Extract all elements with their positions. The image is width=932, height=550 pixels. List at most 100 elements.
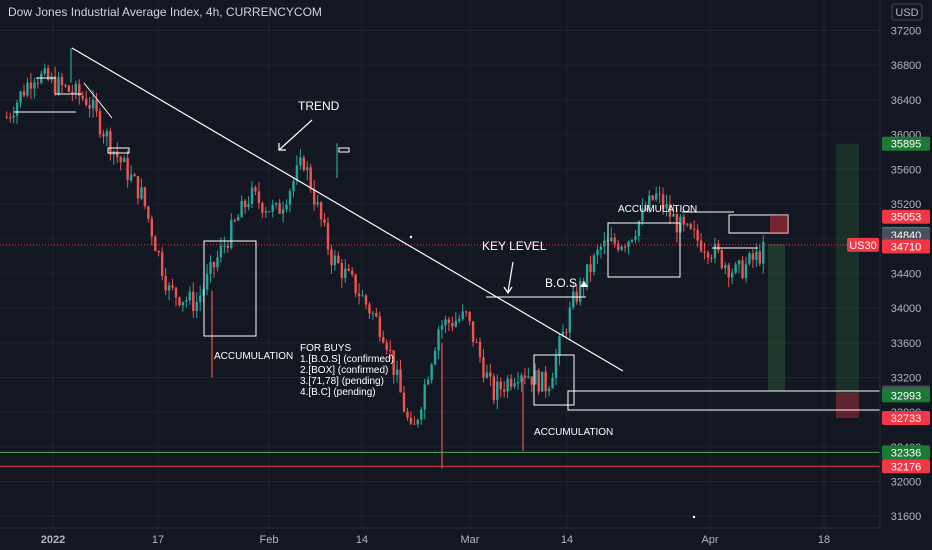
candle-body: [630, 239, 634, 242]
price-tick-label: 36800: [891, 60, 922, 72]
dot: [692, 515, 696, 519]
candle-body: [596, 249, 599, 256]
currency-box[interactable]: [891, 3, 923, 21]
candle-body: [143, 187, 147, 207]
candle-body: [395, 369, 399, 375]
candle-body: [371, 313, 375, 315]
candle-body: [98, 111, 102, 135]
candle-body: [326, 222, 330, 250]
candle-body: [461, 311, 464, 320]
time-tick-label: 14: [356, 534, 368, 546]
price-badge-b32733: [882, 410, 930, 425]
time-tick-label: Mar: [461, 534, 480, 546]
accumulation-box-2[interactable]: [533, 354, 575, 406]
candle-body: [268, 211, 271, 213]
accumulation-box-1[interactable]: [203, 240, 257, 337]
candle-body: [178, 297, 181, 306]
early-box-2: [338, 147, 350, 153]
candle-body: [12, 115, 15, 118]
accumulation-label-2: ACCUMULATION: [534, 427, 613, 438]
candle-body: [585, 264, 589, 287]
candle-body: [696, 229, 699, 241]
candle-body: [361, 295, 364, 297]
candle-body: [382, 337, 385, 343]
candle-body: [744, 263, 748, 279]
candle-body: [316, 202, 319, 205]
candle-body: [686, 223, 689, 225]
currency-label[interactable]: USD: [895, 7, 918, 19]
candle-body: [74, 83, 78, 95]
candle-body: [81, 95, 84, 99]
candles: [5, 47, 765, 469]
key-level-arrow: [507, 261, 514, 293]
candle-body: [160, 252, 164, 277]
candle-body: [558, 336, 561, 357]
price-tick-label: 33200: [891, 372, 922, 384]
trend-arrow-head: [278, 143, 286, 151]
candle-body: [350, 270, 354, 275]
for-buys-line: 3.[71,78] (pending): [300, 376, 384, 387]
candle-body: [150, 218, 154, 237]
candle-body: [340, 263, 344, 279]
candle-body: [171, 285, 174, 288]
trend-line[interactable]: [71, 47, 624, 372]
candle-body: [458, 319, 461, 321]
candle-body: [513, 383, 516, 387]
key-level-label: KEY LEVEL: [482, 239, 547, 253]
candle-body: [105, 131, 109, 137]
trend-label: TREND: [298, 99, 340, 113]
candle-body: [88, 105, 91, 109]
price-tick-label: 34000: [891, 303, 922, 315]
candle-body: [26, 82, 29, 96]
time-axis[interactable]: 2022 17 Feb 14 Mar 14 Apr 18: [0, 527, 880, 546]
bos-arrow: [580, 281, 588, 287]
candle-body: [454, 320, 458, 327]
candle-body: [492, 376, 496, 401]
candle-body: [43, 68, 46, 74]
symbol-tag-label[interactable]: US30: [849, 240, 877, 252]
demand-zone-box[interactable]: [567, 390, 881, 411]
candle-body: [181, 301, 185, 306]
candle-body: [437, 329, 440, 351]
price-axis[interactable]: USD3720036800364003600035600352003480034…: [847, 0, 932, 550]
symbol-tag[interactable]: [847, 237, 879, 252]
candle-body: [734, 264, 737, 273]
candle-body: [471, 321, 475, 342]
price-tick-label: 36400: [891, 95, 922, 107]
for-buys-line: 2.[BOX] (confirmed): [300, 365, 388, 376]
candle-body: [717, 243, 720, 251]
price-badge-label: 32336: [891, 447, 922, 459]
for-buys-line: 4.[B.C] (pending): [300, 387, 376, 398]
stop-zone-red: [836, 392, 859, 418]
candle-body: [84, 98, 88, 106]
candle-body: [292, 180, 295, 191]
candle-body: [230, 220, 233, 248]
candle-body: [15, 102, 19, 116]
candle-body: [430, 364, 433, 380]
candle-body: [164, 276, 167, 291]
candle-body: [91, 99, 95, 109]
candle-body: [737, 260, 741, 265]
candle-body: [547, 388, 551, 392]
candle-body: [312, 189, 316, 205]
candle-body: [440, 325, 444, 330]
candle-body: [530, 376, 534, 385]
candle-body: [634, 236, 637, 240]
candle-body: [706, 252, 710, 258]
candle-body: [603, 240, 606, 247]
candle-body: [568, 307, 572, 333]
candle-body: [46, 68, 50, 80]
candle-body: [613, 237, 616, 244]
candle-body: [413, 423, 416, 425]
resistance-box[interactable]: [728, 214, 789, 234]
candle-body: [665, 204, 668, 209]
candle-body: [174, 287, 178, 298]
price-tick-label: 31600: [891, 511, 922, 523]
accumulation-box-3[interactable]: [607, 222, 681, 278]
price-badge-label: 35053: [891, 212, 922, 224]
candle-body: [451, 323, 454, 327]
position-zone-green: [768, 243, 785, 391]
candle-body: [378, 316, 382, 338]
candle-body: [534, 370, 537, 385]
